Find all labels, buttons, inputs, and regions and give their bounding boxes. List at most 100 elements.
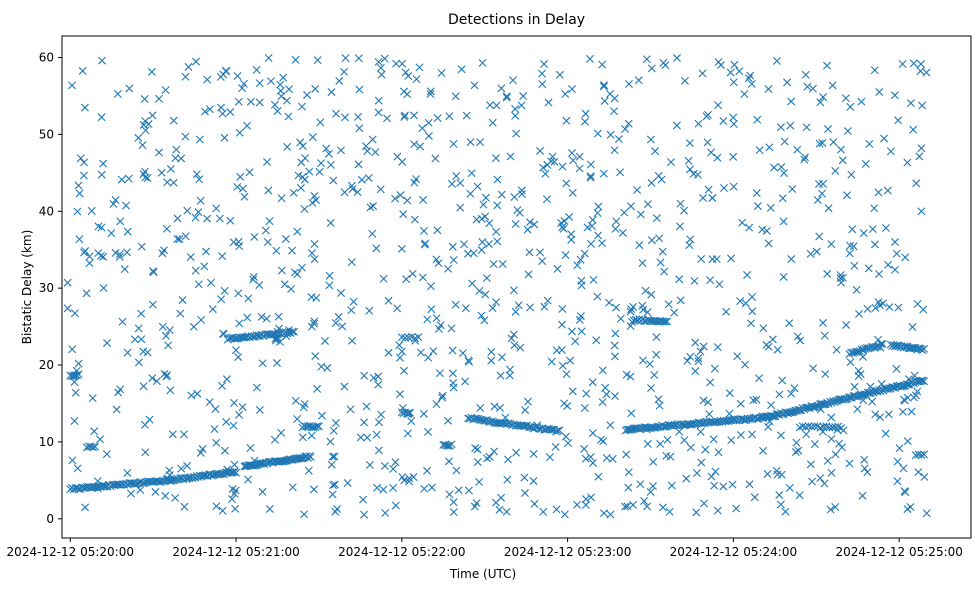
noise-point <box>519 92 528 101</box>
track-point <box>100 482 108 491</box>
noise-point <box>611 392 619 401</box>
noise-point <box>517 101 526 110</box>
noise-point <box>553 264 562 273</box>
noise-point <box>685 241 694 250</box>
noise-point <box>835 439 844 448</box>
noise-point <box>236 172 245 181</box>
noise-point <box>412 75 421 84</box>
noise-point <box>709 435 718 444</box>
noise-point <box>775 390 784 399</box>
noise-point <box>315 167 324 176</box>
noise-point <box>838 156 847 165</box>
noise-point <box>876 413 885 422</box>
noise-point <box>787 97 796 106</box>
noise-point <box>194 280 203 289</box>
noise-point <box>580 404 589 412</box>
noise-point <box>922 509 931 518</box>
noise-point <box>843 127 852 136</box>
noise-point <box>280 280 289 289</box>
noise-point <box>663 435 672 444</box>
noise-point <box>163 371 172 380</box>
noise-point <box>244 294 253 303</box>
noise-point <box>643 308 652 317</box>
noise-point <box>662 451 671 460</box>
noise-point <box>192 170 201 179</box>
noise-point <box>380 462 389 471</box>
noise-point <box>263 158 271 166</box>
noise-point <box>141 448 150 457</box>
noise-point <box>817 189 826 198</box>
noise-point <box>916 67 925 76</box>
noise-point <box>276 80 285 89</box>
noise-point <box>854 372 863 381</box>
noise-point <box>892 249 901 258</box>
track-point <box>798 422 807 431</box>
noise-point <box>264 53 273 62</box>
noise-point <box>599 509 608 518</box>
noise-point <box>588 378 597 387</box>
noise-point <box>457 65 466 74</box>
noise-point <box>189 322 198 331</box>
noise-point <box>577 281 586 290</box>
noise-point <box>287 285 296 294</box>
noise-point <box>569 156 578 165</box>
noise-point <box>672 54 681 63</box>
noise-point <box>511 219 520 228</box>
noise-point <box>816 98 825 107</box>
noise-point <box>843 191 852 200</box>
noise-point <box>73 464 82 473</box>
noise-point <box>376 63 385 72</box>
noise-point <box>433 114 442 123</box>
noise-point <box>147 67 156 76</box>
noise-point <box>898 60 907 68</box>
noise-point <box>558 162 567 171</box>
noise-point <box>243 121 252 130</box>
noise-point <box>359 495 368 504</box>
noise-point <box>148 111 157 120</box>
noise-point <box>137 335 146 344</box>
noise-point <box>626 322 635 331</box>
noise-point <box>694 119 703 128</box>
noise-point <box>74 181 83 190</box>
noise-point <box>696 427 705 436</box>
noise-point <box>191 266 200 275</box>
noise-point <box>616 314 625 323</box>
noise-point <box>424 131 433 140</box>
noise-point <box>310 317 319 326</box>
noise-point <box>711 467 720 476</box>
track-point <box>631 424 640 433</box>
track-point <box>920 377 929 386</box>
noise-point <box>148 374 157 383</box>
noise-point <box>432 314 441 323</box>
noise-point <box>634 76 643 85</box>
noise-point <box>848 225 857 234</box>
noise-point <box>699 342 708 351</box>
track-point <box>89 443 98 452</box>
track-point <box>787 408 796 417</box>
noise-point <box>456 179 465 187</box>
noise-point <box>639 356 648 365</box>
noise-point <box>473 458 482 467</box>
noise-point <box>405 477 413 486</box>
noise-point <box>433 226 442 235</box>
noise-point <box>622 370 631 379</box>
noise-point <box>703 138 712 147</box>
noise-point <box>218 506 227 515</box>
track-point <box>920 344 929 353</box>
track-point <box>659 422 668 431</box>
noise-point <box>564 439 573 448</box>
noise-point <box>395 341 404 350</box>
noise-point <box>850 382 859 391</box>
noise-point <box>901 253 910 262</box>
noise-point <box>328 452 337 461</box>
noise-point <box>490 447 499 456</box>
noise-point <box>230 460 239 469</box>
noise-point <box>820 479 829 488</box>
noise-point <box>162 224 171 233</box>
noise-point <box>610 146 619 155</box>
noise-point <box>750 493 759 502</box>
noise-point <box>424 427 433 436</box>
noise-point <box>806 249 815 258</box>
noise-point <box>180 502 189 511</box>
